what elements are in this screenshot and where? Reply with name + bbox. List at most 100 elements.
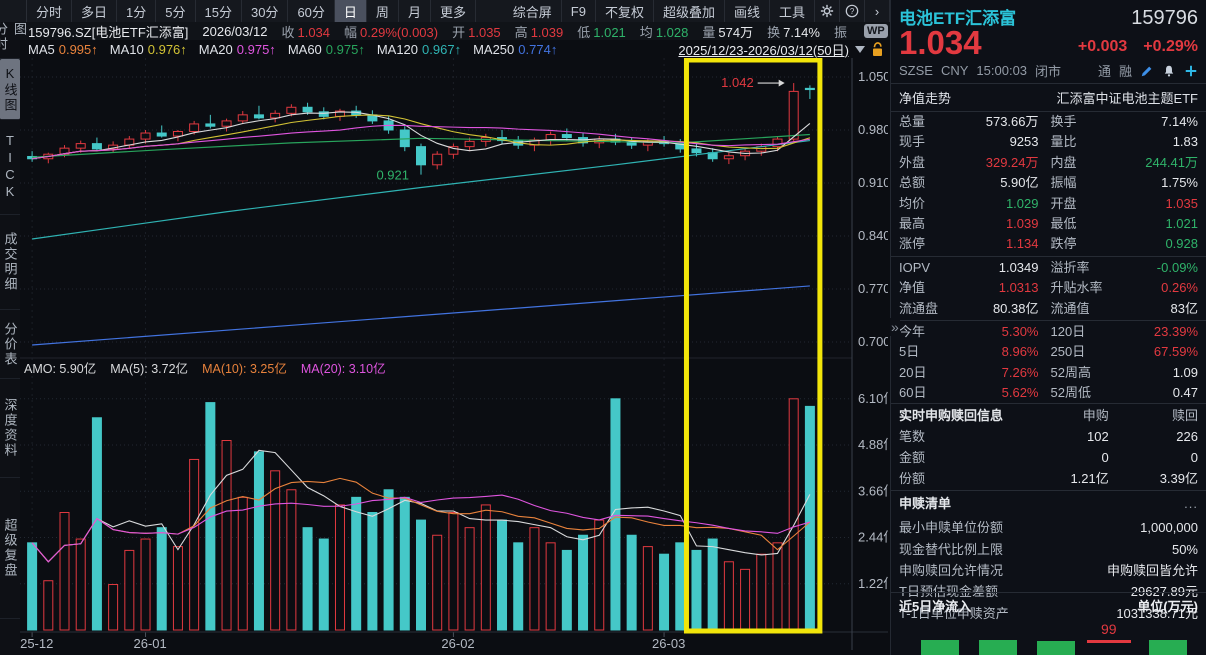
pcf-row-T-1日单位申赎资产: T-1日单位申赎资产 1031338.71元	[899, 605, 1198, 621]
period-tab-15分[interactable]: 15分	[196, 0, 242, 22]
inflow-bar-day5	[1149, 640, 1187, 655]
period-toolbar: 分时 多日 1分 5分 15分 30分 60分日周月更多 综合屏 F9 不复权 超级叠加 画线 工具 …	[0, 0, 890, 23]
sidebar-item-K线图[interactable]: K线图	[0, 59, 20, 120]
toolbar-expand-icon[interactable]: ›	[865, 0, 890, 22]
pcf-section: 申赎清单 ... 最小申赎单位份额 1,000,000 现金替代比例上限 50% 申购赎…	[891, 491, 1206, 624]
wp-badge[interactable]: WP	[863, 24, 888, 38]
period-tab-30分[interactable]: 30分	[242, 0, 289, 22]
subscribe-title: 实时申购赎回信息	[899, 408, 1004, 424]
pcf-more-button[interactable]: ...	[1184, 496, 1198, 512]
nav-trend-label[interactable]: 净值走势	[899, 91, 952, 106]
quote-row-今年: 今年 5.30% 120日 23.39%	[899, 323, 1198, 339]
nav-tab-row[interactable]: 净值走势 汇添富中证电池主题ETF	[891, 84, 1206, 111]
view-sidebar: 分时图 K线图 TICK 成交明细 分价表 深度资料 超级复盘	[0, 22, 27, 655]
dropdown-arrow-icon[interactable]	[855, 45, 865, 53]
symbol-label: 159796.SZ[电池ETF汇添富]	[28, 24, 189, 40]
sidebar-item-分价表[interactable]: 分价表	[0, 310, 20, 379]
toolbar-button-综合屏[interactable]: 综合屏	[504, 0, 562, 22]
svg-text:0.910: 0.910	[858, 175, 888, 190]
toolbar-button-F9[interactable]: F9	[562, 0, 596, 22]
svg-text:0.840: 0.840	[858, 228, 888, 243]
toolbar-button-超级叠加[interactable]: 超级叠加	[654, 0, 725, 22]
sidebar-item-成交明细[interactable]: 成交明细	[0, 215, 20, 310]
pcf-row-申购赎回允许情况: 申购赎回允许情况 申购赎回皆允许	[899, 563, 1198, 579]
quote-row-60日: 60日 5.62% 52周低 0.47	[899, 385, 1198, 401]
ma-items: MA5 0.995↑ MA10 0.976↑ MA20 0.975↑ MA60 0.975↑ M…	[28, 42, 557, 57]
amo-value-MA(20): MA(20): 3.10亿	[300, 362, 386, 376]
quote-row-20日: 20日 7.26% 52周高 1.09	[899, 364, 1198, 380]
period-tab-1分[interactable]: 1分	[117, 0, 157, 22]
inflow-value-day4: 99	[1101, 621, 1117, 637]
fund-code: 159796	[1131, 7, 1198, 29]
pcf-row-现金替代比例上限: 现金替代比例上限 50%	[899, 541, 1198, 557]
svg-text:?: ?	[850, 7, 855, 16]
currency-label: CNY	[940, 63, 969, 78]
panel-expand-handle[interactable]: »	[890, 318, 900, 336]
pcf-title: 申赎清单	[899, 496, 952, 512]
fund-name: 电池ETF汇添富	[899, 9, 1017, 28]
subscribe-section: 实时申购赎回信息 申购 赎回 笔数 102 226 金额 0 0 份额 1.21亿 3.39亿	[891, 404, 1206, 489]
sidebar-item-TICK[interactable]: TICK	[0, 120, 20, 215]
svg-text:26-03: 26-03	[652, 636, 685, 651]
tag-tong: 通	[1097, 64, 1111, 79]
ma-label-MA120: MA120 0.967↑	[376, 41, 462, 57]
toolbar-button-画线[interactable]: 画线	[725, 0, 770, 22]
add-plus-icon[interactable]	[1184, 64, 1198, 78]
svg-text:1.22亿: 1.22亿	[858, 576, 888, 591]
quote-row-现手: 现手 9253 量比 1.83	[899, 134, 1198, 150]
unlock-icon[interactable]	[871, 41, 884, 57]
kline-chart[interactable]: 1.050 0.980 0.910 0.840 0.770 0.700 6.10亿 4.88亿…	[20, 58, 888, 655]
toolbar-button-不复权[interactable]: 不复权	[596, 0, 654, 22]
quote-row-总量: 总量 573.66万 换手 7.14%	[899, 114, 1198, 129]
net-inflow-title: 近5日净流入	[899, 599, 972, 614]
svg-text:0.770: 0.770	[858, 281, 888, 296]
last-price: 1.034	[899, 24, 982, 61]
inflow-bar-day2	[979, 640, 1017, 655]
info-field-换: 换 7.14%	[767, 24, 820, 40]
market-status: 闭市	[1035, 64, 1062, 79]
net-inflow-unit: 单位(万元)	[1137, 599, 1198, 614]
period-tab-月[interactable]: 月	[399, 0, 431, 22]
price-change: +0.003	[1077, 38, 1128, 55]
info-field-均: 均 1.028	[639, 24, 689, 40]
info-field-振: 振	[833, 24, 847, 40]
quote-row-5日: 5日 8.96% 250日 67.59%	[899, 344, 1198, 360]
period-tab-多日[interactable]: 多日	[72, 0, 118, 22]
subscribe-col2: 赎回	[1171, 408, 1198, 424]
period-tab-分时[interactable]: 分时	[27, 0, 73, 22]
toolbar-button-工具[interactable]: 工具	[770, 0, 815, 22]
period-tab-更多[interactable]: 更多	[431, 0, 476, 22]
subscribe-col1: 申购	[1082, 408, 1109, 424]
subscribe-row-金额: 金额 0 0	[899, 450, 1198, 466]
price-change-pct: +0.29%	[1143, 38, 1198, 55]
date-range-link[interactable]: 2025/12/23-2026/03/12(50日)	[678, 42, 849, 58]
svg-text:26-01: 26-01	[134, 636, 167, 651]
quote-grid: 总量 573.66万 换手 7.14% 现手 9253 量比 1.83 外盘 329.24万 内盘 2…	[891, 112, 1206, 403]
period-tab-日[interactable]: 日	[334, 0, 367, 22]
alert-bell-icon[interactable]	[1162, 64, 1176, 78]
exchange-label: SZSE	[899, 63, 933, 78]
amo-value-MA(10): MA(10): 3.25亿	[202, 362, 287, 376]
settings-gear-icon[interactable]	[815, 0, 840, 22]
inflow-bar-day4	[1087, 640, 1131, 643]
sidebar-item-超级复盘[interactable]: 超级复盘	[0, 478, 20, 619]
info-fields: 收 1.034 幅 0.29%(0.003) 开 1.035 高 1.039 低 1.021 均 1.…	[281, 22, 850, 41]
subscribe-row-份额: 份额 1.21亿 3.39亿	[899, 470, 1198, 486]
quote-row-均价: 均价 1.029 开盘 1.035	[899, 195, 1198, 211]
period-tab-5分[interactable]: 5分	[156, 0, 196, 22]
period-tab-周[interactable]: 周	[367, 0, 399, 22]
inflow-bar-day1	[921, 640, 959, 655]
tag-rong: 融	[1118, 64, 1132, 79]
period-tab-60分[interactable]: 60分	[288, 0, 335, 22]
net-inflow-bars: 99	[891, 619, 1206, 655]
quote-row-外盘: 外盘 329.24万 内盘 244.41万	[899, 154, 1198, 170]
sidebar-item-分时图[interactable]: 分时图	[0, 22, 27, 59]
svg-text:1.050: 1.050	[858, 69, 888, 84]
toolbar-right-items: 综合屏 F9 不复权 超级叠加 画线 工具	[504, 0, 815, 22]
help-icon[interactable]: ?	[840, 0, 865, 22]
quote-panel: » 电池ETF汇添富 159796 1.034 +0.003 +0.29% SZ…	[890, 0, 1206, 655]
edit-pencil-icon[interactable]	[1140, 64, 1154, 78]
sidebar-item-深度资料[interactable]: 深度资料	[0, 379, 20, 478]
amo-value-AMO: AMO: 5.90亿	[24, 362, 97, 376]
